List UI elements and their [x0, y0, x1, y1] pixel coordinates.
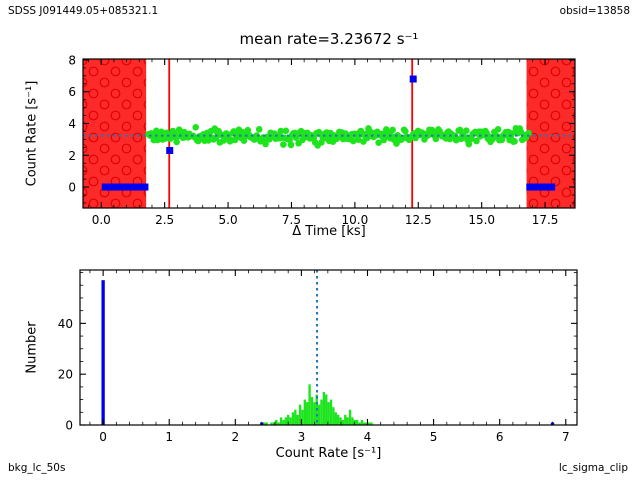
rate-histogram-plot — [101, 270, 555, 425]
svg-text:17.5: 17.5 — [532, 213, 559, 227]
svg-text:1: 1 — [165, 430, 173, 444]
svg-text:7: 7 — [562, 430, 570, 444]
svg-text:3: 3 — [298, 430, 306, 444]
histogram-bin — [303, 399, 307, 425]
histogram-bin — [348, 409, 352, 425]
svg-text:6: 6 — [496, 430, 504, 444]
bad-time-region — [526, 59, 575, 208]
histogram-bin — [325, 394, 328, 425]
svg-text:0.0: 0.0 — [92, 213, 111, 227]
histogram-bin — [301, 409, 304, 425]
source-rate-points — [145, 123, 532, 149]
obsid-label: obsid=13858 — [559, 5, 630, 17]
footer-sigma-clip-label: lc_sigma_clip — [558, 462, 628, 474]
svg-text:4: 4 — [364, 430, 372, 444]
svg-text:6: 6 — [68, 85, 76, 99]
histogram-bin — [277, 422, 280, 425]
svg-text:12.5: 12.5 — [405, 213, 432, 227]
histogram-bin — [334, 412, 337, 425]
histogram-bin — [298, 404, 302, 425]
histogram-bin-clipped — [101, 280, 105, 425]
histogram-bin — [284, 417, 287, 425]
histogram-bin — [275, 419, 278, 425]
svg-text:10.0: 10.0 — [342, 213, 369, 227]
y-axis-label-histogram: Number — [24, 321, 40, 374]
histogram-bin — [313, 402, 316, 425]
histogram-bin — [286, 414, 290, 425]
histogram-bin — [360, 419, 364, 425]
histogram-bin — [294, 409, 297, 425]
histogram-bin — [353, 419, 356, 425]
svg-text:2: 2 — [231, 430, 239, 444]
svg-text:2.5: 2.5 — [155, 213, 174, 227]
y-axis-label-lightcurve: Count Rate [s⁻¹] — [24, 80, 40, 187]
plot-title: mean rate=3.23672 s⁻¹ — [239, 30, 419, 48]
outlier-point — [409, 75, 417, 83]
histogram-bin — [296, 414, 299, 425]
svg-text:2: 2 — [68, 149, 76, 163]
histogram-bin — [279, 417, 283, 425]
axis-ticks — [80, 270, 577, 426]
outlier-point — [166, 146, 174, 154]
svg-text:4: 4 — [68, 117, 76, 131]
source-name: SDSS J091449.05+085321.1 — [8, 5, 159, 17]
histogram-bin — [317, 404, 321, 425]
histogram-bin — [355, 419, 359, 425]
histogram-bin — [308, 384, 311, 425]
histogram-bin — [351, 417, 354, 425]
histogram-bin — [367, 422, 371, 425]
svg-text:5.0: 5.0 — [219, 213, 238, 227]
histogram-bin — [370, 422, 373, 425]
histogram-bin — [329, 399, 333, 425]
svg-text:20: 20 — [58, 368, 73, 382]
histogram-bin — [339, 417, 342, 425]
histogram-bin — [272, 422, 276, 425]
histogram-bin — [306, 402, 309, 425]
lightcurve-plot — [83, 59, 575, 208]
svg-text:0: 0 — [68, 181, 76, 195]
footer-bkg-lc-label: bkg_lc_50s — [8, 462, 66, 474]
histogram-bin — [263, 422, 266, 425]
zero-rate-bar — [101, 183, 149, 191]
svg-text:40: 40 — [58, 317, 73, 331]
histogram-bin — [310, 397, 314, 425]
x-axis-label-lightcurve: Δ Time [ks] — [292, 224, 366, 239]
zero-rate-bar — [526, 183, 556, 191]
svg-text:5: 5 — [430, 430, 438, 444]
histogram-bin — [327, 402, 330, 425]
histogram-bin — [363, 422, 366, 425]
histogram-bin — [320, 399, 323, 425]
x-axis-label-histogram: Count Rate [s⁻¹] — [275, 446, 382, 461]
histogram-bin — [341, 419, 345, 425]
histogram-bin — [344, 414, 347, 425]
svg-text:7.5: 7.5 — [282, 213, 301, 227]
histogram-bin — [365, 422, 368, 425]
histogram-bin — [332, 407, 335, 425]
histogram-bin — [346, 417, 349, 425]
histogram-bin — [265, 422, 268, 425]
histogram-bin — [270, 422, 273, 425]
histogram-bin — [289, 417, 292, 425]
histogram-bin — [358, 422, 361, 425]
svg-text:0: 0 — [99, 430, 107, 444]
svg-text:0: 0 — [65, 419, 73, 433]
svg-text:8: 8 — [68, 53, 76, 67]
histogram-bin — [322, 391, 326, 425]
svg-text:15.0: 15.0 — [468, 213, 495, 227]
histogram-bin — [282, 419, 285, 425]
histogram-bin — [291, 412, 295, 425]
histogram-bin — [336, 414, 340, 425]
bad-time-region — [83, 59, 147, 208]
